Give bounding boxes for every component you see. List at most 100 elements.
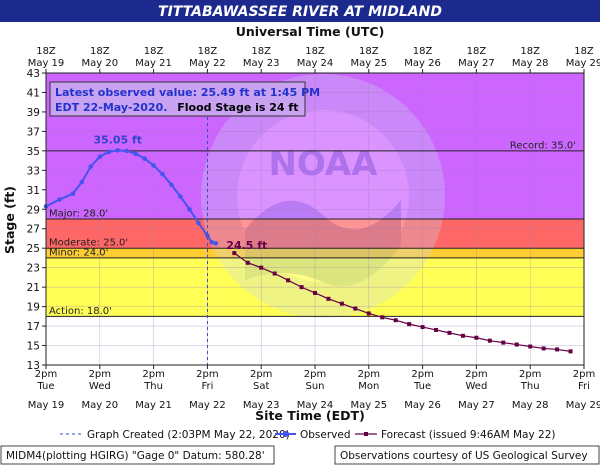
- minor-threshold-label: Minor: 24.0': [49, 247, 108, 258]
- top-tick-time: 18Z: [198, 46, 218, 57]
- y-tick-label: 23: [27, 263, 40, 275]
- y-tick-label: 37: [27, 126, 40, 138]
- y-tick-label: 31: [27, 185, 40, 197]
- x-tick-day: Wed: [465, 381, 487, 392]
- x-tick-time: 2pm: [304, 369, 326, 380]
- y-tick-label: 25: [27, 243, 40, 255]
- top-tick-date: May 21: [135, 58, 172, 69]
- x-tick-day: Fri: [578, 381, 590, 392]
- forecast-point: [232, 251, 237, 256]
- y-tick-label: 35: [27, 146, 40, 158]
- observed-point: [205, 233, 210, 238]
- footer-right-box: [334, 445, 600, 465]
- x-tick-date: May 21: [135, 400, 172, 411]
- moderate-threshold-label: Moderate: 25.0': [49, 238, 128, 249]
- x-tick-day: Fri: [201, 381, 213, 392]
- record-threshold-label: Record: 35.0': [510, 140, 576, 151]
- y-tick-label: 29: [27, 204, 40, 216]
- major-threshold-label: Major: 28.0': [49, 209, 108, 220]
- forecast-series-line: [233, 252, 571, 352]
- observed-point: [124, 148, 129, 154]
- forecast-point: [568, 349, 573, 354]
- legend-created-label: Graph Created (2:03PM May 22, 2020): [87, 429, 290, 441]
- top-tick-date: May 28: [512, 58, 549, 69]
- forecast-point: [326, 296, 331, 301]
- top-tick-date: May 20: [82, 58, 119, 69]
- legend-observed-marker: [282, 431, 289, 437]
- legend-forecast-label: Forecast (issued 9:46AM May 22): [381, 429, 556, 441]
- top-tick-date: May 24: [297, 58, 334, 69]
- observed-point: [213, 241, 219, 246]
- top-tick-date: May 29: [566, 58, 600, 69]
- top-tick-time: 18Z: [251, 46, 271, 57]
- top-tick-date: May 27: [458, 58, 495, 69]
- x-tick-day: Thu: [143, 381, 163, 392]
- x-tick-date: May 27: [458, 400, 495, 411]
- noaa-logo-watermark: NOAA: [201, 74, 445, 318]
- x-tick-date: May 20: [82, 400, 119, 411]
- y-tick-label: 41: [27, 87, 40, 99]
- forecast-point: [555, 347, 560, 352]
- latest-observation-box: Latest observed value: 25.49 ft at 1:45 …: [49, 81, 320, 117]
- x-tick-date: May 19: [28, 400, 65, 411]
- forecast-point: [460, 333, 465, 338]
- forecast-point: [501, 340, 506, 345]
- x-tick-date: May 29: [566, 400, 600, 411]
- legend-forecast-marker: [364, 432, 368, 436]
- forecast-point: [393, 318, 398, 323]
- latest-observation-line1: Latest observed value: 25.49 ft at 1:45 …: [55, 86, 320, 99]
- forecast-point: [541, 346, 546, 351]
- y-tick-label: 17: [27, 321, 40, 333]
- x-tick-time: 2pm: [411, 369, 433, 380]
- observed-point: [97, 154, 103, 160]
- x-tick-time: 2pm: [89, 369, 111, 380]
- x-tick-time: 2pm: [35, 369, 57, 380]
- x-tick-time: 2pm: [196, 369, 218, 380]
- x-tick-day: Sat: [253, 381, 269, 392]
- x-tick-time: 2pm: [573, 369, 595, 380]
- forecast-point: [514, 342, 519, 347]
- top-tick-date: May 26: [404, 58, 441, 69]
- observed-point: [57, 197, 62, 202]
- top-tick-date: May 23: [243, 58, 280, 69]
- top-tick-time: 18Z: [413, 46, 433, 57]
- observed-point: [70, 191, 76, 196]
- top-tick-time: 18Z: [520, 46, 540, 57]
- x-tick-time: 2pm: [250, 369, 272, 380]
- y-tick-label: 21: [27, 282, 40, 294]
- x-tick-time: 2pm: [142, 369, 164, 380]
- forecast-point: [528, 344, 533, 349]
- top-tick-date: May 19: [28, 58, 65, 69]
- x-tick-day: Mon: [358, 381, 379, 392]
- observed-point: [106, 149, 112, 155]
- x-tick-date: May 23: [243, 400, 280, 411]
- x-tick-day: Tue: [413, 381, 431, 392]
- observed-point: [187, 206, 192, 212]
- observed-point: [209, 240, 215, 245]
- chart-title: TITTABAWASSEE RIVER AT MIDLAND: [158, 4, 442, 20]
- top-tick-date: May 25: [351, 58, 388, 69]
- forecast-point: [380, 315, 385, 320]
- y-axis-tick-labels: 13 15 17 19 21 23 25 27 29 31 33 35 37 39 41 43: [27, 68, 46, 372]
- observed-point: [133, 151, 138, 157]
- forecast-point: [447, 330, 452, 335]
- forecast-point: [474, 335, 479, 340]
- footer: MIDM4(plotting HGIRG) "Gage 0" Datum: 58…: [0, 445, 600, 465]
- observed-point: [151, 163, 156, 168]
- forecast-start-label: 24.5 ft: [226, 239, 267, 252]
- latest-observation-date: EDT 22-May-2020.: [55, 101, 167, 114]
- observed-point: [196, 220, 201, 226]
- y-tick-label: 27: [27, 224, 40, 236]
- top-tick-time: 18Z: [144, 46, 164, 57]
- plot-area: NOAA Record: 35.0' Major: 28.0' Moderate: …: [43, 72, 585, 366]
- y-tick-label: 15: [27, 341, 40, 353]
- y-tick-label: 43: [27, 68, 40, 80]
- observed-series-line: [45, 149, 217, 245]
- forecast-point: [272, 271, 277, 276]
- forecast-point: [487, 338, 492, 343]
- forecast-point: [420, 325, 425, 330]
- footer-credit: Observations courtesy of US Geological S…: [340, 450, 588, 462]
